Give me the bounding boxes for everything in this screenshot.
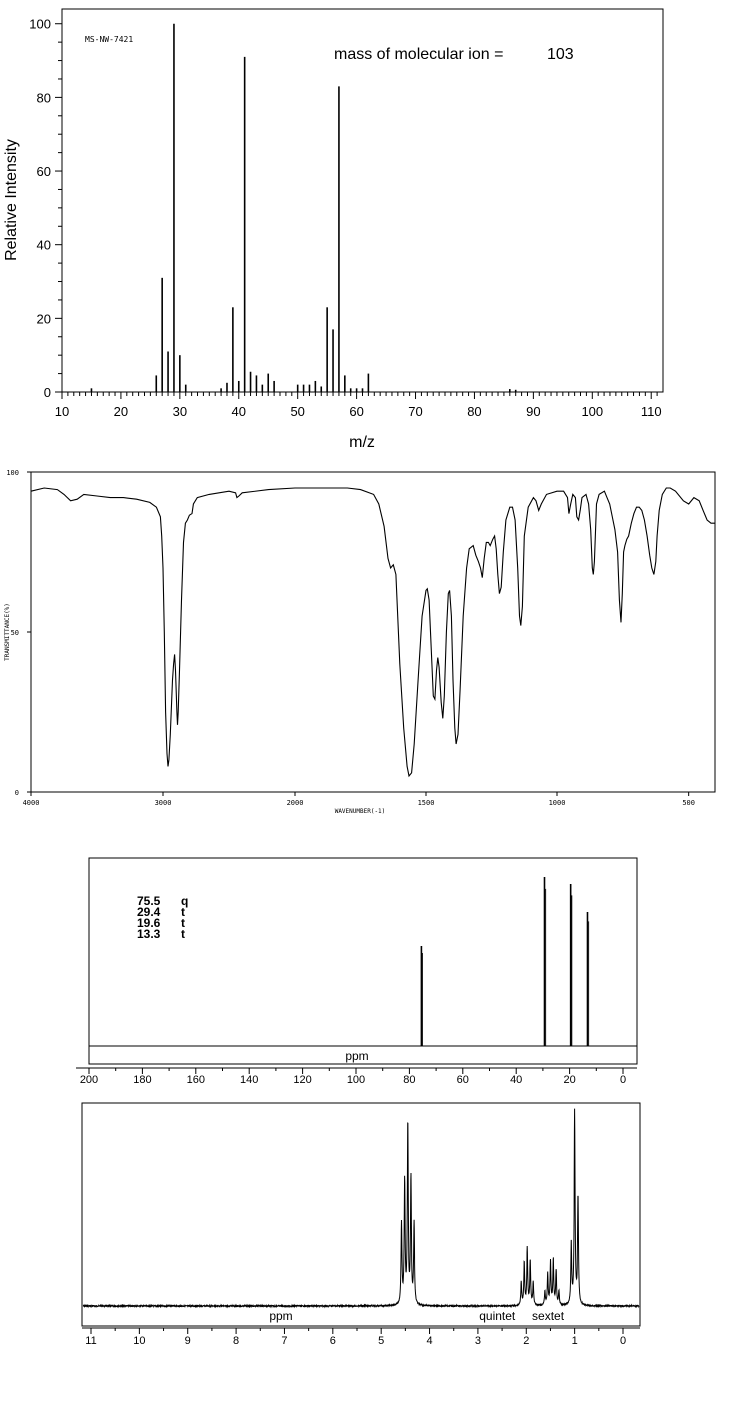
c13-shift-value: 13.3 [137, 927, 161, 941]
h1-x-tick-label: 8 [233, 1335, 239, 1347]
ms-spectrum-code: MS-NW-7421 [85, 35, 133, 44]
ms-x-tick-label: 60 [349, 404, 363, 419]
c13-x-tick-label: 80 [403, 1074, 415, 1086]
ms-x-tick-label: 80 [467, 404, 481, 419]
ms-x-tick-label: 90 [526, 404, 540, 419]
h1-x-tick-label: 3 [475, 1335, 481, 1347]
h1-x-tick-label: 4 [426, 1335, 432, 1347]
c13-x-tick-label: 200 [80, 1074, 98, 1086]
c13-x-tick-label: 100 [347, 1074, 365, 1086]
ms-x-axis: 10 20 30 40 50 60 70 80 90 100 110 [55, 392, 662, 419]
c13-plot-frame [88, 857, 638, 1065]
ms-y-tick-label: 100 [29, 17, 51, 32]
c13-shift-value: 19.6 [137, 916, 161, 930]
c13-shift-multiplicity: t [181, 916, 185, 930]
ir-x-tick-label: 1000 [549, 799, 566, 807]
h1-nmr-panel: ppm quintet sextet 11 10 9 8 7 6 5 4 3 2 1 0 [81, 1102, 641, 1347]
ir-x-tick-label: 2000 [287, 799, 304, 807]
ms-x-tick-label: 50 [290, 404, 304, 419]
ir-x-tick-label: 4000 [23, 799, 40, 807]
ms-x-tick-label: 10 [55, 404, 69, 419]
h1-spectrum-trace [82, 1108, 640, 1309]
ms-molecular-ion-value: 103 [547, 46, 574, 63]
ms-y-tick-label: 80 [37, 90, 51, 105]
c13-x-axis: 200 180 160 140 120 100 80 60 40 20 0 [80, 1068, 626, 1086]
c13-nmr-panel: 75.5 q29.4 t19.6 t13.3 t ppm 200 180 160 140 120… [76, 857, 638, 1086]
c13-shift-value: 75.5 [137, 894, 161, 908]
ms-y-tick-label: 60 [37, 164, 51, 179]
c13-x-tick-label: 180 [133, 1074, 151, 1086]
mass-spectrum-panel: 0 20 40 60 80 100 10 20 30 40 50 60 70 80 90 100 110 MS… [3, 8, 664, 451]
c13-ppm-label: ppm [345, 1049, 368, 1063]
h1-x-tick-label: 7 [281, 1335, 287, 1347]
ms-y-tick-label: 0 [44, 385, 51, 400]
ir-x-tick-label: 1500 [418, 799, 435, 807]
ir-x-tick-label: 3000 [155, 799, 172, 807]
ms-x-tick-label: 30 [173, 404, 187, 419]
ms-y-axis: 0 20 40 60 80 100 [29, 17, 62, 400]
h1-quintet-label: quintet [479, 1309, 516, 1323]
ms-x-tick-label: 110 [641, 404, 662, 419]
ir-x-axis-label: WAVENUMBER(-1) [335, 808, 386, 815]
c13-x-tick-label: 140 [240, 1074, 258, 1086]
h1-plot-frame [81, 1102, 641, 1327]
ir-y-axis: 0 50 100 [6, 469, 31, 797]
h1-x-tick-label: 6 [330, 1335, 336, 1347]
h1-x-axis: 11 10 9 8 7 6 5 4 3 2 1 0 [85, 1328, 626, 1347]
h1-x-tick-label: 1 [572, 1335, 578, 1347]
h1-ppm-label: ppm [269, 1309, 292, 1323]
ir-x-axis: 4000 3000 2000 1500 1000 500 [23, 792, 695, 807]
ms-peaks [90, 23, 517, 392]
h1-x-tick-label: 9 [185, 1335, 191, 1347]
ms-molecular-ion-label: mass of molecular ion = [334, 46, 503, 63]
ir-y-axis-label: TRANSMITTANCE(%) [4, 603, 11, 661]
h1-x-tick-label: 10 [133, 1335, 145, 1347]
h1-sextet-label: sextet [532, 1309, 565, 1323]
ir-x-tick-label: 500 [682, 799, 695, 807]
c13-shift-value: 29.4 [137, 905, 161, 919]
ir-y-tick-label: 50 [11, 629, 19, 637]
ms-y-tick-label: 40 [37, 238, 51, 253]
ms-x-tick-label: 20 [114, 404, 128, 419]
ir-y-tick-label: 100 [6, 469, 19, 477]
c13-shift-multiplicity: t [181, 927, 185, 941]
ir-y-tick-label: 0 [15, 789, 19, 797]
ms-x-tick-label: 70 [408, 404, 422, 419]
c13-shift-multiplicity: t [181, 905, 185, 919]
ms-x-tick-label: 100 [581, 404, 603, 419]
ms-x-tick-label: 40 [232, 404, 246, 419]
c13-x-tick-label: 0 [620, 1074, 626, 1086]
h1-x-tick-label: 5 [378, 1335, 384, 1347]
h1-x-tick-label: 2 [523, 1335, 529, 1347]
c13-x-tick-label: 60 [457, 1074, 469, 1086]
ms-y-tick-label: 20 [37, 311, 51, 326]
c13-x-tick-label: 120 [293, 1074, 311, 1086]
h1-x-tick-label: 11 [85, 1335, 96, 1347]
c13-shift-table: 75.5 q 29.4 t 19.6 t 13.3 t [137, 894, 188, 941]
c13-x-tick-label: 40 [510, 1074, 522, 1086]
c13-peaks [420, 877, 590, 1046]
ms-x-axis-label: m/z [349, 434, 375, 451]
ms-plot-frame [61, 8, 664, 393]
h1-x-tick-label: 0 [620, 1335, 626, 1347]
ir-spectrum-trace [30, 487, 715, 778]
c13-x-tick-label: 160 [187, 1074, 205, 1086]
c13-shift-multiplicity: q [181, 894, 188, 908]
ms-y-axis-label: Relative Intensity [3, 139, 20, 261]
ir-spectrum-panel: 0 50 100 4000 3000 2000 1500 1000 500 WAVENUMBE… [4, 469, 716, 815]
c13-x-tick-label: 20 [563, 1074, 575, 1086]
